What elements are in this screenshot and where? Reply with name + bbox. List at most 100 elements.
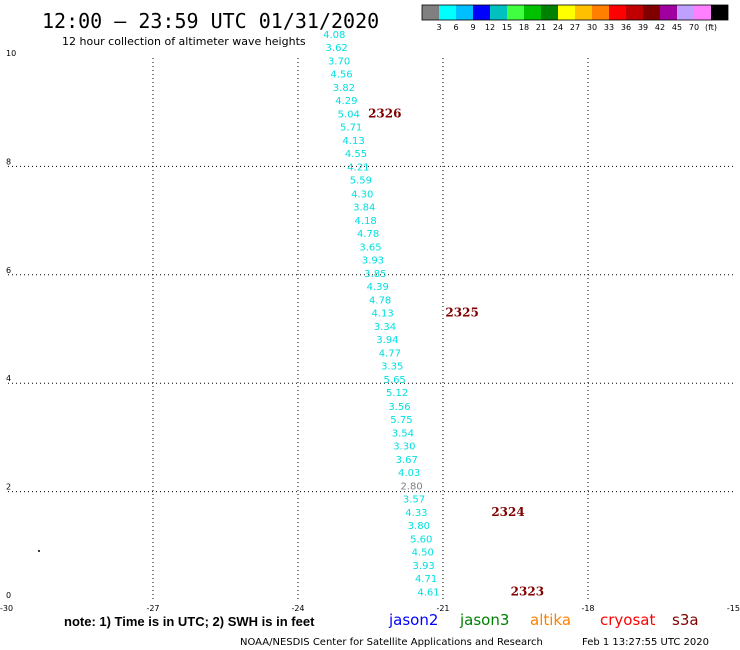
- swh-value: 4.13: [342, 136, 364, 147]
- swh-value: 3.70: [328, 57, 350, 68]
- colorbar-frame: [421, 4, 729, 21]
- swh-value: 4.78: [369, 296, 391, 307]
- colorbar-label: 27: [570, 23, 580, 32]
- colorbar-label: 24: [553, 23, 563, 32]
- swh-value: 4.71: [415, 574, 437, 585]
- swh-value: 4.03: [398, 468, 420, 479]
- y-tick-label: 0: [6, 591, 11, 600]
- colorbar-label: 30: [587, 23, 597, 32]
- swh-value: 3.30: [393, 441, 415, 452]
- colorbar-label: 6: [453, 23, 458, 32]
- swh-value: 4.13: [371, 309, 393, 320]
- pass-number-label: 2325: [445, 306, 478, 320]
- swh-value: 3.56: [388, 402, 410, 413]
- x-tick-label: -18: [581, 604, 594, 613]
- satellite-legend-entry: cryosat: [600, 611, 655, 629]
- colorbar-label: 36: [621, 23, 631, 32]
- y-tick-label: 10: [6, 49, 16, 58]
- swh-value: 3.85: [364, 269, 386, 280]
- colorbar-swatch: [609, 5, 626, 20]
- swh-value: 3.34: [374, 322, 396, 333]
- swh-value: 3.35: [381, 362, 403, 373]
- colorbar-label: (ft): [705, 23, 717, 32]
- colorbar-label: 3: [436, 23, 441, 32]
- colorbar-legend: 3 6 9 12 15 18 21 24 27 30 33 36 39 42 45 70 (ft): [421, 4, 729, 32]
- swh-value: 4.08: [323, 30, 345, 41]
- swh-value: 3.54: [392, 428, 414, 439]
- swh-values: 4.61 4.71 3.93 4.50 5.60 3.80 4.33 3.57 2.80 4.03…: [323, 30, 440, 599]
- satellite-legend-entry: s3a: [672, 611, 699, 629]
- colorbar-swatch: [660, 5, 677, 20]
- grid-lines: [8, 58, 733, 600]
- swh-value: 4.29: [335, 96, 357, 107]
- swh-value: 3.93: [413, 561, 435, 572]
- colorbar-label: 12: [485, 23, 495, 32]
- swh-value: 5.75: [390, 415, 412, 426]
- swh-value: 4.77: [379, 349, 401, 360]
- x-tick-label: -21: [436, 604, 449, 613]
- colorbar-label: 39: [638, 23, 648, 32]
- colorbar-swatch: [473, 5, 490, 20]
- colorbar-swatch: [456, 5, 473, 20]
- colorbar-swatch: [575, 5, 592, 20]
- swh-value: 5.60: [410, 535, 432, 546]
- swh-value: 3.84: [353, 202, 375, 213]
- y-tick-label: 4: [6, 374, 11, 383]
- colorbar-swatch: [422, 5, 439, 20]
- y-tick-label: 8: [6, 157, 11, 166]
- pass-number-label: 2326: [368, 107, 401, 121]
- swh-value: 4.55: [345, 149, 367, 160]
- colorbar-swatch: [558, 5, 575, 20]
- swh-value: 3.94: [376, 335, 398, 346]
- x-tick-label: -24: [291, 604, 304, 613]
- satellite-legend-entry: altika: [530, 611, 571, 629]
- swh-value: 5.65: [384, 375, 406, 386]
- x-tick-label: -15: [727, 604, 740, 613]
- swh-value: 3.93: [362, 255, 384, 266]
- y-tick-label: 2: [6, 483, 11, 492]
- swh-value: 3.80: [408, 521, 430, 532]
- colorbar-swatch: [490, 5, 507, 20]
- swh-value: 4.61: [417, 588, 439, 599]
- swh-value: 5.12: [386, 388, 408, 399]
- colorbar-swatch: [524, 5, 541, 20]
- x-tick-labels: -30 -27 -24 -21 -18 -15: [0, 604, 740, 613]
- colorbar-swatch: [711, 5, 728, 20]
- satellite-legend-entry: jason3: [459, 611, 509, 629]
- generated-timestamp: Feb 1 13:27:55 UTC 2020: [582, 637, 709, 648]
- swh-value: 3.57: [403, 494, 425, 505]
- colorbar-label: 18: [519, 23, 529, 32]
- swh-value: 4.18: [355, 216, 377, 227]
- swh-value: 5.59: [350, 176, 372, 187]
- swh-value: 5.71: [340, 123, 362, 134]
- colorbar-label: 15: [502, 23, 512, 32]
- satellite-legend: jason2 jason3 altika cryosat s3a: [388, 611, 699, 629]
- y-tick-labels: 0 2 4 6 8 10: [6, 49, 16, 600]
- pass-number-label: 2323: [511, 585, 544, 599]
- swh-value: 4.50: [412, 548, 434, 559]
- colorbar-label: 9: [470, 23, 475, 32]
- satellite-legend-entry: jason2: [388, 611, 438, 629]
- pass-number-label: 2324: [491, 505, 524, 519]
- colorbar-swatch: [592, 5, 609, 20]
- credit-line: NOAA/NESDIS Center for Satellite Applica…: [240, 637, 543, 648]
- swh-value: 4.78: [357, 229, 379, 240]
- swh-value: 4.33: [405, 508, 427, 519]
- stray-dot: [38, 550, 40, 552]
- colorbar-label: 70: [689, 23, 699, 32]
- colorbar-swatch: [507, 5, 524, 20]
- swh-value: 2.80: [400, 481, 422, 492]
- colorbar-swatch: [694, 5, 711, 20]
- colorbar-swatch: [626, 5, 643, 20]
- colorbar-swatch: [541, 5, 558, 20]
- pass-labels: 2323 2324 2325 2326: [368, 107, 544, 599]
- colorbar-label: 45: [672, 23, 682, 32]
- swh-value: 4.39: [367, 282, 389, 293]
- swh-value: 3.65: [359, 242, 381, 253]
- swh-value: 4.30: [351, 189, 373, 200]
- swh-value: 3.67: [396, 455, 418, 466]
- swh-value: 4.56: [330, 70, 352, 81]
- colorbar-label: 42: [655, 23, 665, 32]
